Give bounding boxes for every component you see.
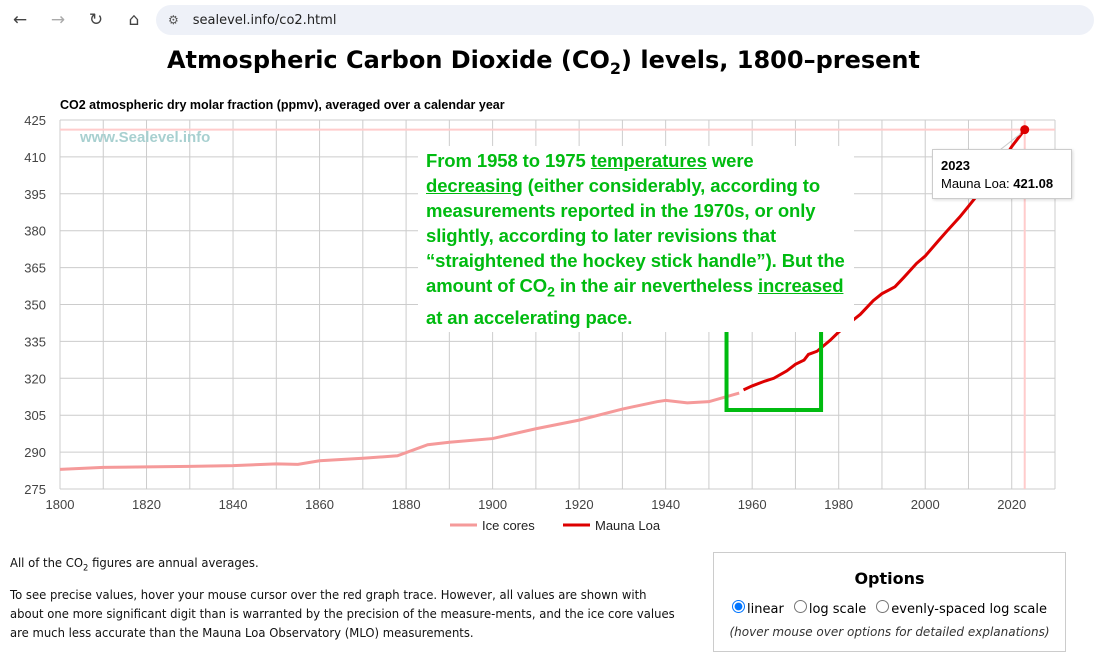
y-tick-label: 320 bbox=[24, 371, 46, 386]
option-evenly-spaced-log[interactable]: evenly-spaced log scale bbox=[876, 600, 1047, 617]
options-hint: (hover mouse over options for detailed e… bbox=[729, 625, 1050, 639]
y-tick-label: 425 bbox=[24, 113, 46, 128]
x-tick-label: 1940 bbox=[651, 497, 680, 512]
legend-label: Mauna Loa bbox=[595, 518, 661, 533]
chart-title: CO2 atmospheric dry molar fraction (ppmv… bbox=[60, 98, 505, 112]
reload-icon[interactable]: ↻ bbox=[88, 10, 104, 30]
tooltip-year: 2023 bbox=[941, 158, 970, 173]
options-title: Options bbox=[854, 569, 925, 588]
y-tick-label: 290 bbox=[24, 445, 46, 460]
legend-label: Ice cores bbox=[482, 518, 535, 533]
option-log-scale[interactable]: log scale bbox=[793, 600, 866, 617]
tooltip-label: Mauna Loa: bbox=[941, 176, 1014, 191]
x-tick-label: 1860 bbox=[305, 497, 334, 512]
x-tick-label: 1960 bbox=[738, 497, 767, 512]
watermark: www.Sealevel.info bbox=[79, 129, 210, 146]
y-tick-label: 305 bbox=[24, 408, 46, 423]
chart-tooltip: 2023 Mauna Loa: 421.08 bbox=[932, 149, 1072, 199]
browser-toolbar: ← → ↻ ⌂ ⚙ sealevel.info/co2.html bbox=[0, 0, 1094, 40]
address-bar[interactable]: ⚙ sealevel.info/co2.html bbox=[156, 5, 1094, 35]
title-text: Atmospheric Carbon Dioxide (CO bbox=[166, 46, 610, 74]
note-annual: All of the CO2 figures are annual averag… bbox=[10, 555, 259, 574]
hover-point bbox=[1020, 125, 1030, 135]
options-panel: Options linear log scale evenly-spaced l… bbox=[713, 552, 1066, 652]
tooltip-value: 421.08 bbox=[1013, 176, 1054, 191]
y-tick-label: 365 bbox=[24, 261, 46, 276]
x-tick-label: 1880 bbox=[392, 497, 421, 512]
y-tick-label: 335 bbox=[24, 334, 46, 349]
y-tick-label: 350 bbox=[24, 298, 46, 313]
title-text-end: ) levels, 1800–present bbox=[621, 46, 920, 74]
option-linear[interactable]: linear bbox=[732, 600, 784, 617]
url-text: sealevel.info/co2.html bbox=[192, 12, 337, 28]
x-tick-label: 1840 bbox=[219, 497, 248, 512]
home-icon[interactable]: ⌂ bbox=[128, 10, 140, 30]
note-precision: To see precise values, hover your mouse … bbox=[10, 587, 675, 640]
back-icon[interactable]: ← bbox=[12, 10, 28, 30]
series-line-ice-cores bbox=[59, 391, 740, 471]
x-tick-label: 1980 bbox=[824, 497, 853, 512]
x-tick-label: 2020 bbox=[997, 497, 1026, 512]
y-tick-label: 275 bbox=[24, 482, 46, 497]
title-subscript: 2 bbox=[609, 58, 622, 78]
site-settings-icon[interactable]: ⚙ bbox=[168, 13, 179, 27]
x-tick-label: 1900 bbox=[478, 497, 507, 512]
y-tick-label: 410 bbox=[24, 150, 46, 165]
x-tick-label: 1820 bbox=[132, 497, 161, 512]
y-tick-label: 380 bbox=[24, 224, 46, 239]
y-tick-label: 395 bbox=[24, 187, 46, 202]
x-tick-label: 1920 bbox=[565, 497, 594, 512]
x-tick-label: 1800 bbox=[46, 497, 75, 512]
x-tick-label: 2000 bbox=[911, 497, 940, 512]
page-title: Atmospheric Carbon Dioxide (CO2) levels,… bbox=[0, 46, 1087, 78]
chart-annotation: From 1958 to 1975 temperatures were decr… bbox=[418, 146, 854, 332]
forward-icon[interactable]: → bbox=[50, 10, 66, 30]
